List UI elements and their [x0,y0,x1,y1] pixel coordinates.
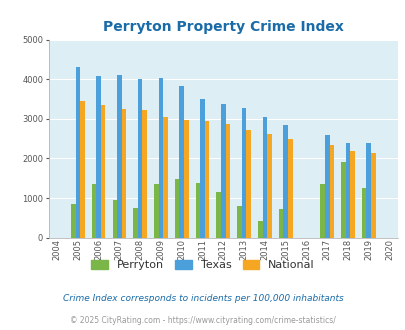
Bar [329,145,333,238]
Bar [112,200,117,238]
Bar [142,110,147,238]
Bar [179,86,183,238]
Bar [266,134,271,238]
Bar [370,153,375,238]
Bar [262,117,266,238]
Bar [366,143,370,238]
Bar [204,121,209,238]
Bar [350,151,354,238]
Bar [241,108,246,238]
Bar [96,76,100,238]
Bar [361,188,366,238]
Bar [183,120,188,238]
Bar [324,135,329,238]
Bar [246,130,250,238]
Text: Crime Index corresponds to incidents per 100,000 inhabitants: Crime Index corresponds to incidents per… [62,294,343,303]
Bar [340,162,345,238]
Bar [320,184,324,238]
Legend: Perryton, Texas, National: Perryton, Texas, National [91,260,314,270]
Bar [158,78,163,238]
Bar [117,75,121,238]
Bar [225,123,230,238]
Bar [237,206,241,238]
Bar [283,125,287,238]
Bar [122,109,126,238]
Bar [154,184,158,238]
Bar [80,101,85,238]
Bar [200,99,204,238]
Bar [75,67,80,238]
Title: Perryton Property Crime Index: Perryton Property Crime Index [102,20,343,34]
Bar [287,139,292,238]
Bar [138,79,142,238]
Bar [92,184,96,238]
Bar [345,143,350,238]
Bar [216,192,220,238]
Bar [257,221,262,238]
Bar [175,179,179,238]
Bar [163,117,167,238]
Bar [195,182,200,238]
Text: © 2025 CityRating.com - https://www.cityrating.com/crime-statistics/: © 2025 CityRating.com - https://www.city… [70,315,335,325]
Bar [220,104,225,238]
Bar [71,204,75,238]
Bar [278,209,283,238]
Bar [100,105,105,238]
Bar [133,208,138,238]
